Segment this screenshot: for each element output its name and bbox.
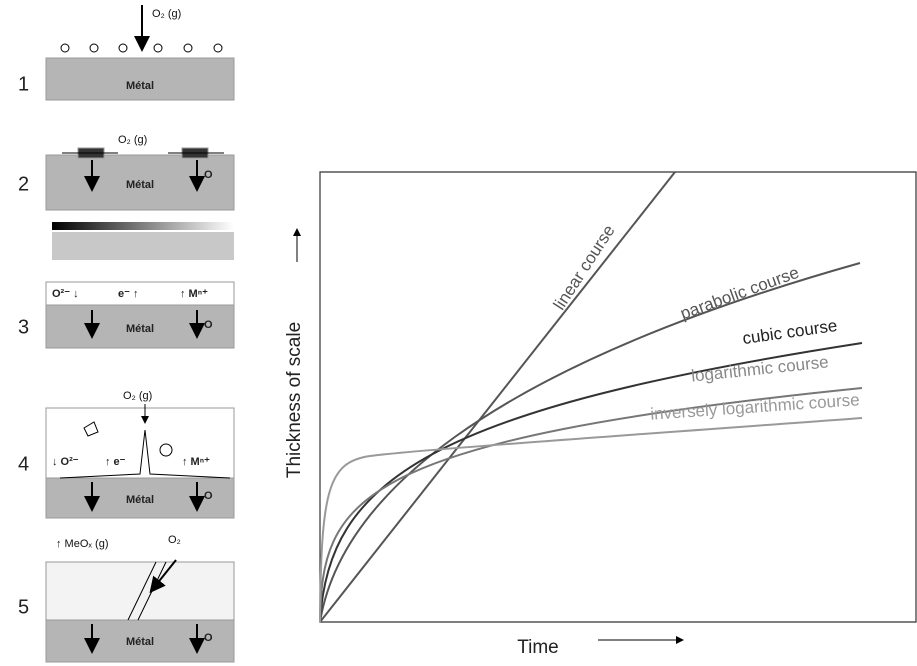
curve	[319, 171, 676, 623]
curve	[319, 417, 863, 623]
label: O	[204, 490, 213, 502]
step-panels	[45, 5, 235, 663]
label: Métal	[126, 323, 154, 335]
label: ↑ Mⁿ⁺	[180, 288, 208, 300]
metal-block	[45, 57, 235, 101]
curve	[319, 342, 863, 623]
label: O₂ (g)	[152, 8, 181, 20]
label: O₂ (g)	[123, 390, 152, 402]
label: ↑ MeOₓ (g)	[56, 538, 109, 550]
curve	[319, 262, 861, 623]
label: O	[204, 169, 213, 181]
curve-label: inversely logarithmic course	[650, 390, 861, 424]
plot-frame	[319, 171, 917, 623]
label: O₂	[168, 534, 181, 546]
label: ↓ O²⁻	[52, 456, 79, 468]
step-number: 3	[18, 316, 29, 338]
curve-label: linear course	[550, 221, 619, 313]
label: O₂ (g)	[118, 134, 147, 146]
label: ↑ Mⁿ⁺	[182, 456, 210, 468]
label: O²⁻ ↓	[52, 288, 79, 300]
curve-label: cubic course	[741, 316, 838, 348]
y-axis-label: Thickness of scale	[284, 322, 305, 478]
step-labels: 1 2 3 4 5 O₂ (g) Métal O₂ (g) Métal O O²…	[18, 8, 213, 648]
x-axis-label: Time	[517, 637, 559, 658]
step-number: 1	[18, 73, 29, 95]
step-number: 4	[18, 453, 29, 475]
label: Métal	[126, 179, 154, 191]
curve-label: parabolic course	[678, 263, 802, 324]
label: O	[204, 632, 213, 644]
label: e⁻ ↑	[118, 288, 138, 300]
step-number: 5	[18, 596, 29, 618]
label: ↑ e⁻	[105, 456, 126, 468]
graph: Thickness of scale Time linear course pa…	[284, 171, 917, 658]
step-number: 2	[18, 173, 29, 195]
curve-label: logarithmic course	[690, 352, 829, 385]
label: Métal	[126, 636, 154, 648]
label: Métal	[126, 494, 154, 506]
curve	[319, 387, 863, 623]
label: Métal	[126, 80, 154, 92]
label: O	[204, 319, 213, 331]
